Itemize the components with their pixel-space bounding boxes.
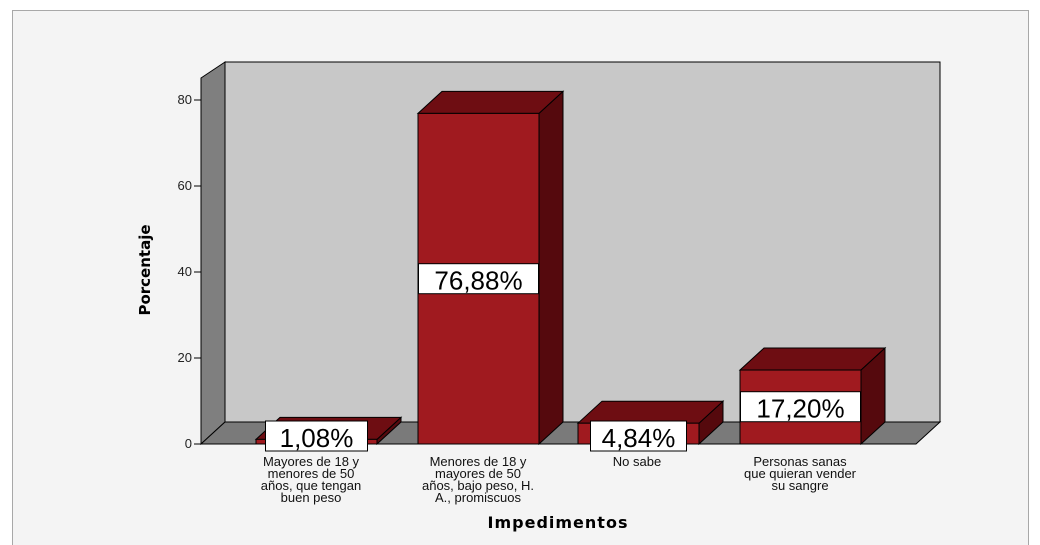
x-category-label-line: su sangre [771,478,828,493]
y-axis-title: Porcentaje [136,224,154,315]
data-label-box [590,420,687,452]
x-category-label: Menores de 18 y mayores de 50 años, bajo p… [422,454,534,505]
data-label-box [740,391,861,423]
bar-top-face [738,347,887,371]
y-tick-label: 80 [178,92,192,107]
data-label: 76,88% [434,266,522,296]
x-category-label-line: mayores de 50 [435,466,521,481]
x-category-label-line: que quieran vender [744,466,857,481]
x-category-label-line: Menores de 18 y [430,454,527,469]
x-category-label-line: años, que tengan [261,478,361,493]
bar: 76,88% [416,90,565,446]
x-category-label: No sabe [613,454,661,469]
y-tick-label: 0 [185,436,192,451]
x-category-label-line: No sabe [613,454,661,469]
y-tick-label: 60 [178,178,192,193]
x-category-label: Mayores de 18 y menores de 50 años, que te… [261,454,361,505]
bar: 17,20% [738,346,887,446]
y-tick-label: 40 [178,264,192,279]
x-axis-category-labels: Mayores de 18 y menores de 50 años, que te… [261,454,857,505]
x-axis-title: Impedimentos [488,513,629,532]
data-label: 1,08% [280,423,354,453]
x-category-label: Personas sanas que quieran vender su sangr… [744,454,857,493]
plot-left-wall [200,61,226,446]
bar-top-face [576,400,725,424]
x-category-label-line: buen peso [281,490,342,505]
x-category-label-line: A., promiscuos [435,490,521,505]
data-label-box [418,263,539,295]
bar-side-face [538,90,564,446]
x-category-label-line: Mayores de 18 y [263,454,360,469]
bar-top-face [416,90,565,114]
y-axis: 0 20 40 60 80 [178,78,202,451]
bars: 1,08% 76,88% 4,84% 17,20% [254,90,887,453]
data-label: 4,84% [602,423,676,453]
data-label-box [265,420,368,452]
data-label: 17,20% [756,394,844,424]
y-tick-label: 20 [178,350,192,365]
x-category-label-line: menores de 50 [268,466,355,481]
bar: 1,08% [254,416,403,453]
bar: 4,84% [576,400,725,453]
x-category-label-line: años, bajo peso, H. [422,478,534,493]
x-category-label-line: Personas sanas [753,454,847,469]
